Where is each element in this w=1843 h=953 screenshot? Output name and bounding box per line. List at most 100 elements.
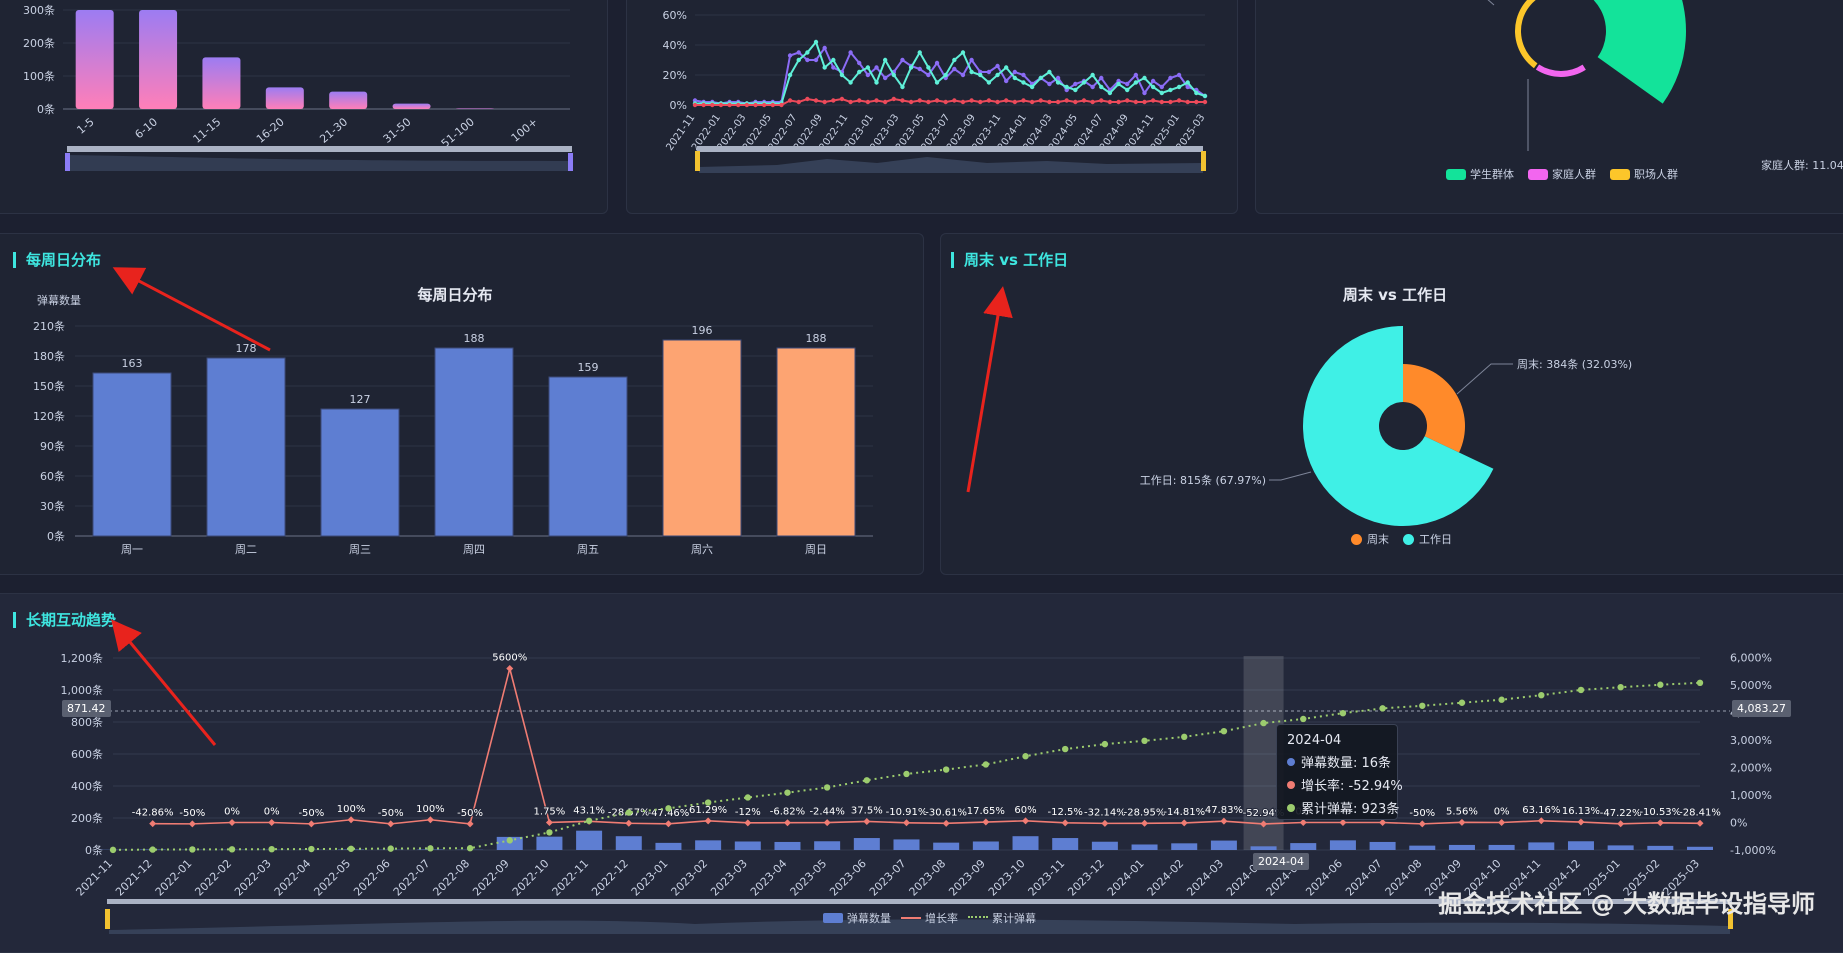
legend-label: 弹幕数量 (847, 910, 891, 926)
series-point (1142, 76, 1146, 80)
x-tick-label: 1-5 (74, 115, 96, 137)
legend-label: 周末 (1367, 531, 1389, 547)
series-point (1021, 80, 1025, 84)
cumulative-point (388, 845, 394, 851)
series-point (969, 58, 973, 62)
bar (1171, 843, 1197, 850)
x-tick-label: 2024-06 (1303, 857, 1345, 899)
growth-point (229, 819, 236, 826)
series-point (987, 80, 991, 84)
legend-item-cumulative[interactable]: 累计弹幕 (968, 910, 1036, 926)
legend-item-student[interactable]: 学生群体 (1446, 166, 1514, 182)
series-point (1004, 79, 1008, 83)
series-point (1030, 100, 1034, 104)
legend-item-weekend[interactable]: 周末 (1351, 531, 1389, 547)
series-point (1073, 88, 1077, 92)
series-point (978, 100, 982, 104)
series-point (874, 80, 878, 84)
series-point (797, 100, 801, 104)
x-tick-label: 周三 (349, 543, 371, 556)
chart-title: 每周日分布 (395, 284, 515, 305)
weekend-legend[interactable]: 周末 工作日 (1351, 531, 1452, 547)
series-point (848, 50, 852, 54)
legend-item-workday[interactable]: 工作日 (1403, 531, 1452, 547)
cumulative-point (1181, 734, 1187, 740)
x-tick-label: 2023-04 (748, 857, 790, 899)
growth-point (1062, 819, 1069, 826)
growth-value-label: -50% (457, 808, 483, 819)
y-tick-label: 0条 (37, 102, 55, 116)
growth-value-label: 1.75% (534, 806, 566, 817)
series-point (831, 65, 835, 69)
legend-item-work[interactable]: 职场人群 (1610, 166, 1678, 182)
series-point (1134, 80, 1138, 84)
growth-value-label: -28.41% (1679, 807, 1721, 818)
growth-value-label: -10.53% (1639, 807, 1681, 818)
legend-item-growth[interactable]: 增长率 (901, 910, 958, 926)
panel-title: 长期互动趋势 (13, 612, 116, 628)
series-point (857, 70, 861, 74)
series-point (1004, 98, 1008, 102)
cumulative-point (784, 789, 790, 795)
combo-legend[interactable]: 弹幕数量 增长率 累计弹幕 (823, 910, 1036, 926)
growth-value-label: 5600% (492, 653, 527, 664)
slice-family (1536, 64, 1586, 77)
series-point (1013, 70, 1017, 74)
cumulative-point (1022, 753, 1028, 759)
series-point (1151, 79, 1155, 83)
cumulative-point (903, 771, 909, 777)
cumulative-point (864, 777, 870, 783)
x-tick-label: 2022-06 (351, 857, 393, 899)
x-tick-label: 2023-10 (986, 857, 1028, 899)
y-right-tick-label: 5,000% (1730, 679, 1772, 692)
series-point (1073, 100, 1077, 104)
series-point (1013, 76, 1017, 80)
cumulative-point (1578, 687, 1584, 693)
series-point (969, 98, 973, 102)
y-tick-label: 60条 (40, 469, 65, 483)
series-point (1125, 98, 1129, 102)
series-point (840, 73, 844, 77)
slice-weekend (1403, 364, 1465, 452)
bar (1330, 840, 1356, 850)
series-point (1047, 70, 1051, 74)
legend-item-family[interactable]: 家庭人群 (1528, 166, 1596, 182)
series-point (987, 70, 991, 74)
x-tick-label: 2022-07 (391, 857, 433, 899)
audience-legend[interactable]: 学生群体 家庭人群 职场人群 (1446, 166, 1678, 182)
series-point (1203, 100, 1207, 104)
legend-item-count[interactable]: 弹幕数量 (823, 910, 891, 926)
bar (1647, 846, 1673, 850)
slice-work (1515, 0, 1557, 68)
tooltip-text: 增长率: -52.94% (1301, 775, 1403, 794)
x-tick-label: 2022-03 (232, 857, 274, 899)
series-point (995, 64, 999, 68)
series-point (1186, 100, 1190, 104)
growth-value-label: 0% (224, 807, 240, 818)
x-tick-label: 16-20 (254, 115, 287, 146)
zoom-handle-right (1201, 151, 1206, 171)
bar (1211, 841, 1237, 850)
series-point (710, 103, 714, 107)
series-point (1177, 85, 1181, 89)
series-point (952, 58, 956, 62)
bar-value-label: 127 (350, 393, 371, 406)
series-point (1082, 98, 1086, 102)
series-point (987, 98, 991, 102)
series-point (995, 100, 999, 104)
x-tick-label: 2024-02 (1145, 857, 1187, 899)
bar (854, 838, 880, 850)
series-point (918, 50, 922, 54)
y-tick-label: 60% (663, 9, 687, 22)
series-point (1125, 88, 1129, 92)
cumulative-point (308, 846, 314, 852)
cumulative-point (1300, 716, 1306, 722)
growth-value-label: -14.81% (1163, 807, 1205, 818)
legend-label: 增长率 (925, 910, 958, 926)
series-point (1151, 85, 1155, 89)
growth-point (1697, 820, 1704, 827)
bar (695, 840, 721, 850)
y-tick-label: 1,200条 (61, 651, 104, 665)
zoom-handle-left (105, 909, 110, 929)
